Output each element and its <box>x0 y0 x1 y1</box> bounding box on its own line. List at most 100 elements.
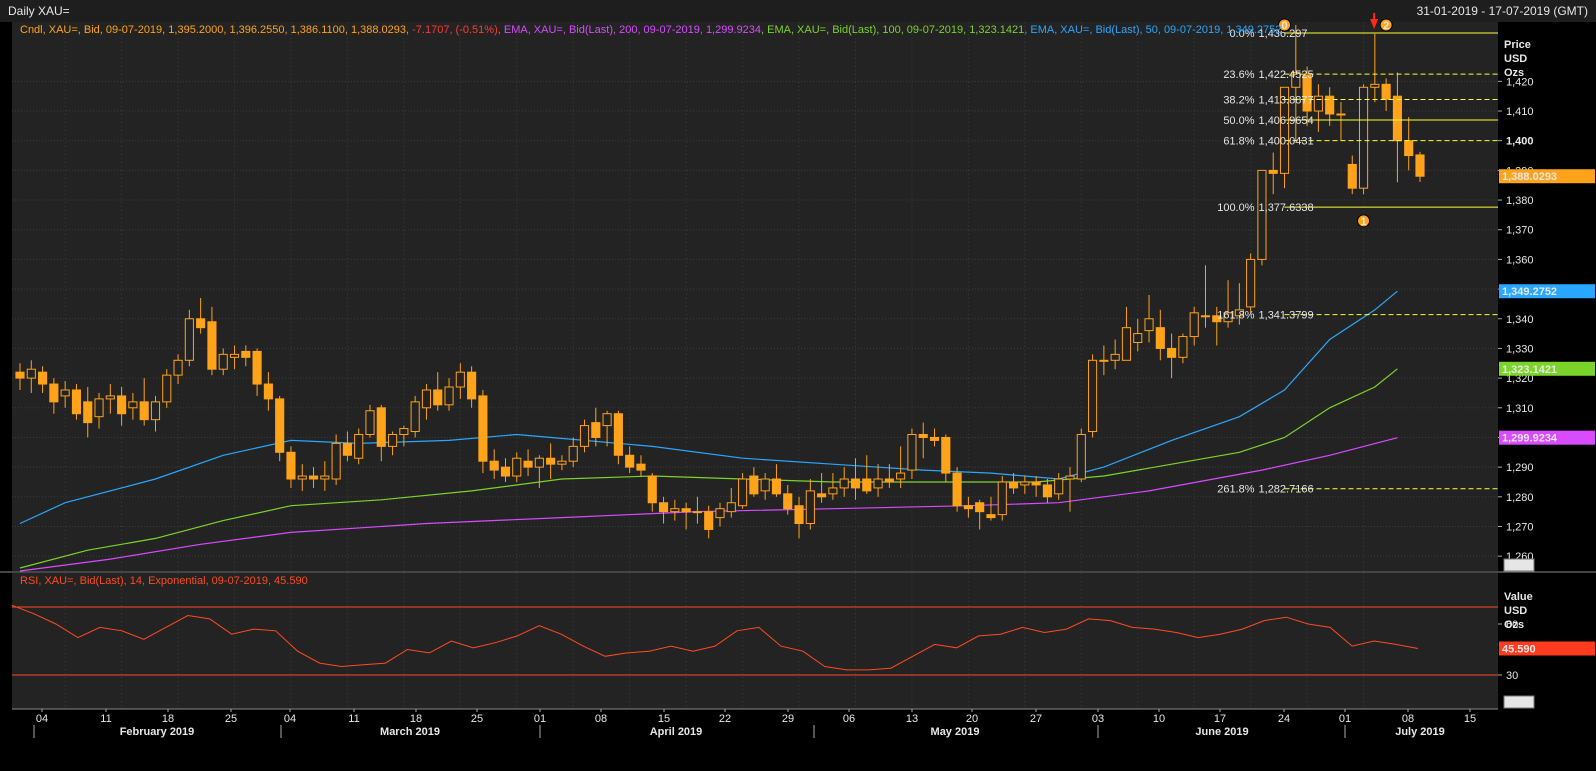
candle-body <box>275 398 285 453</box>
candle-body <box>1257 169 1267 260</box>
fib-level-value: 1,436.297 <box>1259 28 1308 40</box>
candle-body <box>196 318 206 329</box>
auto-scale-button <box>1503 558 1535 572</box>
candle-body <box>184 318 194 361</box>
candle-body <box>1054 478 1064 495</box>
x-day-label: 06 <box>843 713 855 725</box>
ema100-line <box>19 368 1398 569</box>
candle-body <box>83 401 93 424</box>
candle <box>1042 479 1052 503</box>
candle-body <box>365 410 375 435</box>
candle <box>941 434 951 482</box>
candle-body <box>263 383 273 400</box>
candle-body <box>1268 169 1278 174</box>
candle <box>1325 87 1335 126</box>
candle-body <box>478 395 488 462</box>
auto-scale-label: Auto <box>1508 697 1531 709</box>
price-badge: 1,388.0293 <box>1502 171 1557 183</box>
candle <box>512 452 522 482</box>
candle <box>275 395 285 462</box>
candle <box>1110 339 1120 370</box>
candle-body <box>568 445 578 462</box>
candle <box>579 419 590 453</box>
candle <box>681 502 691 530</box>
candle <box>15 363 25 390</box>
fib-level-value: 1,413.8877 <box>1259 94 1314 106</box>
fib-level-pct: 100.0% <box>1217 202 1255 214</box>
x-day-label: 03 <box>1092 713 1104 725</box>
candle <box>1223 280 1233 328</box>
candle-body <box>805 490 815 525</box>
sell-arrow-icon <box>1370 18 1379 29</box>
candle <box>399 425 409 447</box>
candle <box>1358 84 1369 195</box>
price-axis-title: USD <box>1504 53 1527 65</box>
price-badge: 1,349.2752 <box>1502 286 1557 298</box>
fib-level-pct: 61.8% <box>1223 136 1254 148</box>
candle <box>94 392 104 429</box>
candle <box>1155 309 1165 361</box>
candle-body <box>207 321 217 370</box>
price-legend: Cndl, XAU=, Bid, 09-07-2019, 1,395.2000,… <box>20 24 1281 36</box>
candle <box>997 476 1007 521</box>
fib-level-value: 1,341.3799 <box>1259 310 1314 322</box>
candle-body <box>444 386 454 406</box>
rsi-line <box>11 604 1419 671</box>
candle <box>297 464 307 491</box>
candle <box>83 387 93 438</box>
candle-body <box>1155 327 1165 349</box>
fib-level-pct: 50.0% <box>1223 115 1254 127</box>
candle-body <box>681 508 691 513</box>
candle <box>1234 283 1244 325</box>
candle-body <box>1246 258 1256 308</box>
candle <box>49 378 59 414</box>
candle-body <box>749 475 759 495</box>
candle <box>38 366 48 393</box>
candle <box>331 434 341 485</box>
fib-level-pct: 38.2% <box>1223 94 1254 106</box>
candle-body <box>850 478 861 489</box>
candle <box>896 446 906 488</box>
rsi-tick-label: 30 <box>1506 670 1518 682</box>
candle <box>1257 169 1267 266</box>
price-tick-label: 1,310 <box>1506 403 1534 415</box>
price-tick-label: 1,280 <box>1506 492 1534 504</box>
candle-body <box>342 442 352 456</box>
candle-body <box>117 395 127 415</box>
x-day-label: 29 <box>782 713 794 725</box>
candle <box>139 378 149 426</box>
auto-scale-label: Auto <box>1508 560 1531 572</box>
legend-candle: Cndl, XAU=, Bid, 09-07-2019, 1,395.2000,… <box>20 24 413 36</box>
candle-body <box>1212 315 1222 323</box>
candle-body <box>467 371 477 400</box>
candle-body <box>591 422 601 438</box>
rsi-badge-bg <box>1499 641 1595 656</box>
candle-body <box>489 460 499 471</box>
candle <box>1370 33 1380 103</box>
fib-level-pct: 23.6% <box>1223 69 1254 81</box>
fib-level-pct: 161.8% <box>1217 310 1255 322</box>
candle <box>1065 467 1075 512</box>
candle-body <box>1167 347 1177 358</box>
x-day-label: 24 <box>1278 713 1290 725</box>
candle <box>1189 306 1199 346</box>
candle-body <box>986 514 996 519</box>
candle-body <box>1336 113 1346 116</box>
candle-body <box>1065 475 1075 480</box>
candle <box>263 372 273 411</box>
candle-body <box>71 389 82 415</box>
candle-body <box>150 401 161 421</box>
candle-body <box>60 389 70 397</box>
candle-body <box>376 407 386 447</box>
fib-anchor-marker <box>1357 214 1371 228</box>
candle <box>26 360 36 393</box>
window-title: Daily XAU= <box>8 4 70 18</box>
candle-body <box>354 433 364 459</box>
candle-body <box>500 466 511 477</box>
x-day-label: 11 <box>348 713 359 725</box>
candle-body <box>873 478 883 489</box>
x-day-label: 18 <box>162 713 174 725</box>
candle <box>625 446 635 474</box>
candle <box>489 449 499 480</box>
